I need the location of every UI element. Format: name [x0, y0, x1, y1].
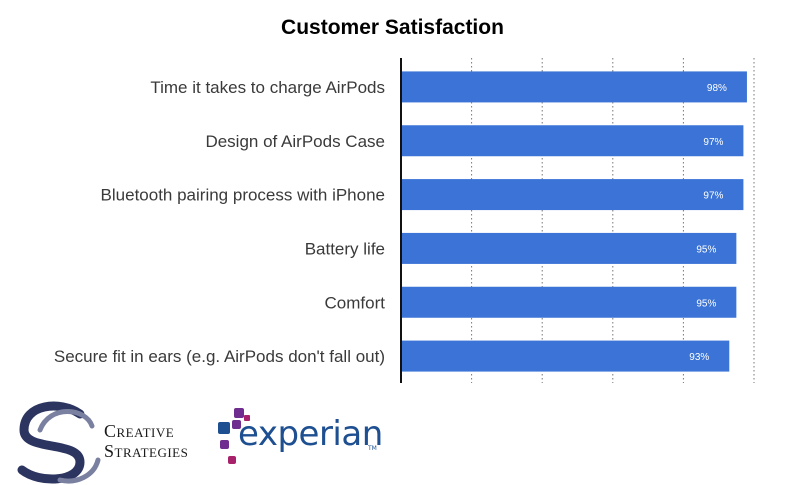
category-label: Bluetooth pairing process with iPhone — [101, 186, 385, 205]
strategies-word: Strategies — [104, 441, 189, 461]
creative-strategies-logo-icon — [17, 401, 101, 484]
bars: 98% 97% 97% 95% 95% 93% — [401, 71, 747, 372]
experian-wordmark: experian — [238, 414, 383, 454]
bar — [401, 232, 737, 264]
category-label: Battery life — [305, 239, 385, 258]
chart-title: Customer Satisfaction — [281, 16, 504, 39]
bar — [401, 340, 730, 372]
category-labels: Time it takes to charge AirPods Design of… — [54, 78, 385, 366]
bar — [401, 71, 747, 103]
creative-word: Creative — [104, 421, 175, 441]
creative-strategies-wordmark: Creative Strategies — [104, 421, 188, 461]
data-label: 98% — [707, 83, 727, 94]
category-label: Secure fit in ears (e.g. AirPods don't f… — [54, 347, 385, 366]
data-label: 97% — [703, 191, 723, 202]
grid-lines — [471, 58, 755, 383]
bar-chart: 98% 97% 97% 95% 95% 93% Time it takes to char… — [54, 58, 755, 383]
category-label: Design of AirPods Case — [205, 132, 385, 151]
experian-trademark: TM — [368, 445, 377, 452]
bar — [401, 286, 737, 318]
bar — [401, 179, 744, 211]
experian-dots-icon — [218, 408, 250, 464]
category-label: Comfort — [325, 293, 386, 312]
category-label: Time it takes to charge AirPods — [150, 78, 385, 97]
data-label: 97% — [703, 137, 723, 148]
data-label: 95% — [696, 244, 716, 255]
bar — [401, 125, 744, 157]
logo-area — [0, 400, 785, 485]
data-label: 95% — [696, 298, 716, 309]
data-label: 93% — [689, 352, 709, 363]
